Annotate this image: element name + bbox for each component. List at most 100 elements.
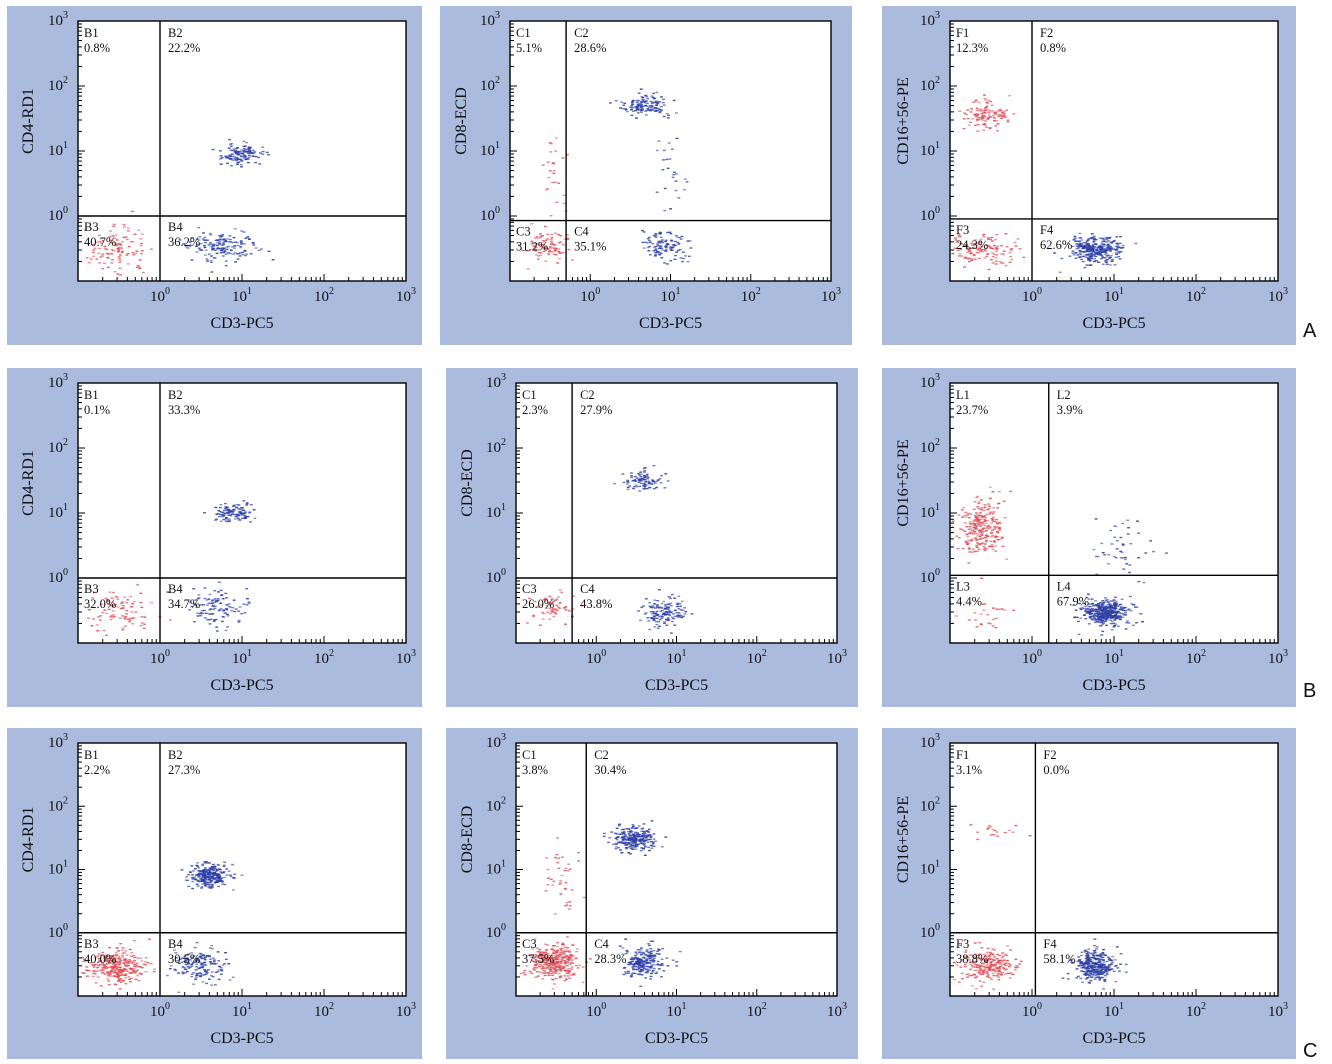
data-point xyxy=(220,872,224,874)
data-point xyxy=(998,108,1002,110)
data-point xyxy=(650,965,653,968)
data-point xyxy=(1120,551,1124,554)
data-point xyxy=(637,99,641,102)
data-point xyxy=(973,101,977,103)
data-point xyxy=(234,608,238,610)
data-point xyxy=(615,846,618,848)
data-point xyxy=(634,965,637,968)
data-point xyxy=(1088,617,1092,619)
data-point xyxy=(136,974,140,977)
data-point xyxy=(561,252,565,254)
data-point xyxy=(991,248,995,250)
data-point xyxy=(642,488,646,490)
data-point xyxy=(657,953,661,955)
data-point xyxy=(237,514,240,516)
data-point xyxy=(1118,603,1122,606)
data-point xyxy=(983,519,987,521)
data-point xyxy=(626,486,630,489)
data-point xyxy=(645,488,649,490)
data-point xyxy=(133,233,137,235)
data-point xyxy=(975,513,979,515)
data-point xyxy=(977,502,981,505)
data-point xyxy=(651,940,655,942)
data-point xyxy=(631,106,635,108)
data-point xyxy=(117,962,121,964)
data-point xyxy=(108,962,112,965)
data-point xyxy=(659,252,663,255)
data-point xyxy=(991,625,995,627)
data-point xyxy=(1074,252,1078,254)
data-point xyxy=(639,88,643,90)
data-point xyxy=(566,153,569,156)
data-point xyxy=(221,513,225,516)
data-point xyxy=(211,613,215,615)
data-point xyxy=(624,835,628,838)
data-point xyxy=(652,957,656,960)
data-point xyxy=(559,948,563,950)
scatter-points xyxy=(81,861,244,993)
x-tick-label: 101 xyxy=(232,648,252,667)
data-point xyxy=(118,243,122,245)
data-point xyxy=(654,234,658,236)
data-point xyxy=(988,246,992,248)
data-point xyxy=(963,530,967,533)
data-point xyxy=(207,598,211,600)
data-point xyxy=(235,156,239,159)
data-point xyxy=(640,828,644,830)
data-point xyxy=(126,253,130,255)
data-point xyxy=(114,969,117,972)
data-point xyxy=(1095,248,1098,250)
data-point xyxy=(119,972,123,975)
data-point xyxy=(1091,608,1095,611)
data-point xyxy=(992,112,996,114)
data-point xyxy=(981,119,985,121)
data-point xyxy=(675,612,679,614)
data-point xyxy=(1113,264,1117,266)
data-point xyxy=(650,104,654,107)
data-point xyxy=(646,830,650,832)
data-point xyxy=(1088,611,1092,613)
data-point xyxy=(215,869,219,872)
data-point xyxy=(201,974,205,976)
data-point xyxy=(556,837,559,839)
data-point xyxy=(1000,245,1003,247)
data-point xyxy=(651,605,655,607)
data-point xyxy=(669,611,672,614)
data-point xyxy=(568,959,572,961)
data-point xyxy=(249,253,253,255)
data-point xyxy=(655,971,659,973)
data-point xyxy=(634,480,637,482)
quadrant-percentage: 0.8% xyxy=(84,41,110,55)
data-point xyxy=(236,253,239,255)
data-point xyxy=(983,530,987,532)
quadrant-label: C2 xyxy=(580,388,595,402)
data-point xyxy=(243,515,247,517)
data-point xyxy=(649,482,653,484)
data-point xyxy=(645,242,649,244)
data-point xyxy=(136,957,140,959)
data-point xyxy=(128,948,132,951)
data-point xyxy=(191,962,195,964)
data-point xyxy=(992,114,995,117)
data-point xyxy=(551,608,555,610)
data-point xyxy=(547,967,551,969)
data-point xyxy=(1102,608,1105,611)
data-point xyxy=(970,259,974,261)
data-point xyxy=(1002,500,1006,502)
data-point xyxy=(649,967,653,969)
data-point xyxy=(219,150,222,152)
data-point xyxy=(1009,256,1013,258)
data-point xyxy=(228,235,232,237)
data-point xyxy=(211,873,214,875)
data-point xyxy=(92,255,95,258)
data-point xyxy=(535,960,538,962)
data-point xyxy=(225,868,228,870)
data-point xyxy=(663,608,667,610)
data-point xyxy=(199,972,203,975)
data-point xyxy=(201,955,205,957)
data-point xyxy=(259,152,262,154)
x-tick-label: 102 xyxy=(314,286,334,305)
data-point xyxy=(219,252,223,254)
data-point xyxy=(984,536,987,538)
data-point xyxy=(673,597,676,599)
